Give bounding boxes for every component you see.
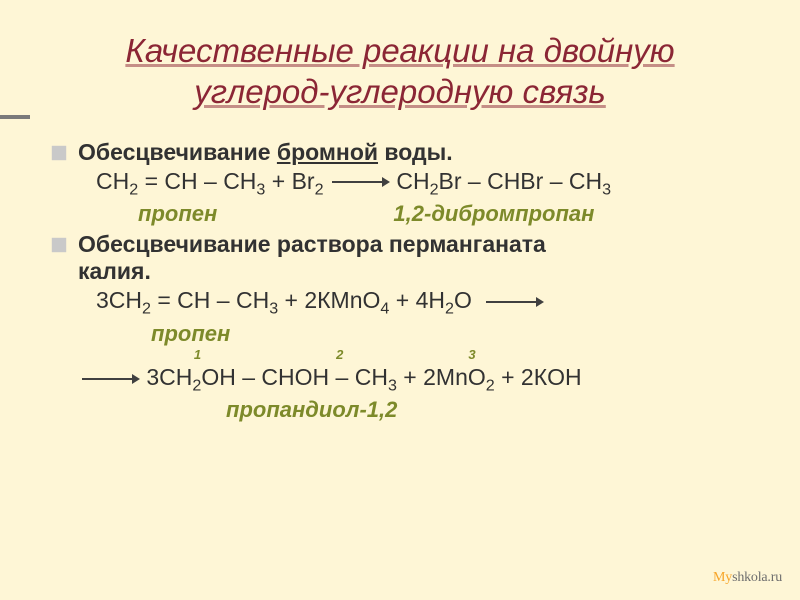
eq3-c: + 2MnO xyxy=(397,364,486,390)
bullet-icon xyxy=(50,236,68,254)
eq1-b: = CH – CH xyxy=(138,168,256,194)
watermark-shkola: shkola.ru xyxy=(732,570,782,585)
bullet-2-text: Обесцвечивание раствора перманганата кал… xyxy=(78,231,546,285)
labels-1: пропен 1,2-дибромпропан xyxy=(50,201,760,227)
bullet-1-text: Обесцвечивание бромной воды. xyxy=(78,139,453,166)
eq3-c2: 2 xyxy=(486,376,495,394)
eq2-b2: 3 xyxy=(269,300,278,318)
bullet-1-part1: Обесцвечивание xyxy=(78,139,277,165)
eq3-b: OH – CHOH – CH xyxy=(201,364,388,390)
watermark: Myshkola.ru xyxy=(713,570,782,586)
title-line-2: углерод-углеродную связь xyxy=(194,73,606,110)
bullet-2-line1: Обесцвечивание раствора перманганата xyxy=(78,231,546,257)
num-1: 1 xyxy=(180,347,215,362)
label-propen-1: пропен xyxy=(138,201,217,226)
eq2-e: O xyxy=(454,287,472,313)
eq1-e: Br – CHBr – CH xyxy=(439,168,603,194)
eq3-b2: 3 xyxy=(388,376,397,394)
eq3-d: + 2КOH xyxy=(495,364,582,390)
slide-content: Обесцвечивание бромной воды. CH2 = CH – … xyxy=(40,139,760,424)
arrow-icon xyxy=(484,295,544,309)
eq2-d2: 2 xyxy=(445,300,454,318)
eq1-a: CH xyxy=(96,168,129,194)
equation-3: 3CH2OH – CHOH – CH3 + 2MnO2 + 2КOH xyxy=(50,364,760,396)
eq2-d: + 4H xyxy=(389,287,445,313)
equation-2: 3CH2 = CH – CH3 + 2КMnO4 + 4H2O xyxy=(50,287,760,319)
eq1-a2: 2 xyxy=(129,180,138,198)
label-propandiol: пропандиол-1,2 xyxy=(226,397,397,422)
arrow-icon xyxy=(80,372,140,386)
label-propen-2: пропен xyxy=(151,321,230,346)
equation-1: CH2 = CH – CH3 + Br2 CH2Br – CHBr – CH3 xyxy=(50,168,760,200)
bullet-2: Обесцвечивание раствора перманганата кал… xyxy=(50,231,760,285)
bullet-1-part2: воды. xyxy=(378,139,453,165)
slide: Качественные реакции на двойную углерод-… xyxy=(0,0,800,600)
bullet-icon xyxy=(50,144,68,162)
labels-2: пропен xyxy=(50,321,760,347)
eq1-d: CH xyxy=(396,168,429,194)
eq1-c: + Br xyxy=(265,168,314,194)
slide-title: Качественные реакции на двойную углерод-… xyxy=(110,30,690,113)
eq2-b: = CH – CH xyxy=(151,287,269,313)
carbon-numbers: 1 2 3 xyxy=(50,347,760,362)
bullet-1: Обесцвечивание бромной воды. xyxy=(50,139,760,166)
labels-3: пропандиол-1,2 xyxy=(50,397,760,423)
num-2: 2 xyxy=(322,347,357,362)
edge-mark xyxy=(0,115,30,119)
eq1-d2: 2 xyxy=(430,180,439,198)
eq1-e2: 3 xyxy=(602,180,611,198)
eq2-a: 3CH xyxy=(96,287,142,313)
bullet-1-underline: бромной xyxy=(277,139,378,165)
label-dibrompropan: 1,2-дибромпропан xyxy=(393,201,594,226)
eq2-c: + 2КMnO xyxy=(278,287,380,313)
num-3: 3 xyxy=(455,347,490,362)
eq2-a2: 2 xyxy=(142,300,151,318)
eq3-a: 3CH xyxy=(146,364,192,390)
bullet-2-line2: калия. xyxy=(78,258,151,284)
title-line-1: Качественные реакции на двойную xyxy=(125,32,674,69)
arrow-icon xyxy=(330,175,390,189)
eq1-c2: 2 xyxy=(315,180,324,198)
watermark-my: My xyxy=(713,570,732,585)
